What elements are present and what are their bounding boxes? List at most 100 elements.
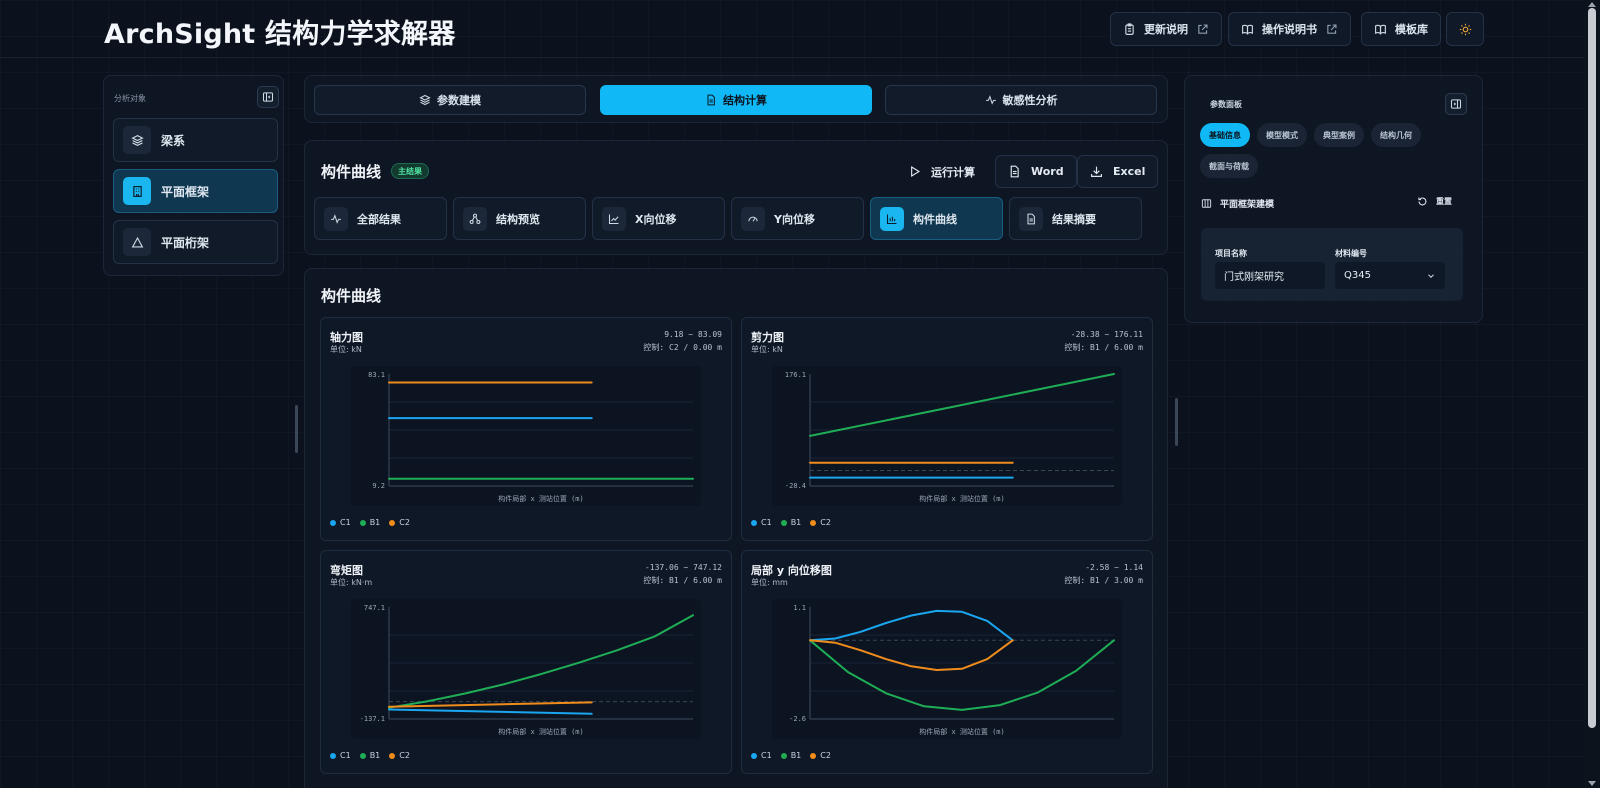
layers-icon [419,94,431,106]
chart-range: 9.18 ~ 83.09 [664,330,722,339]
chart-plot-area: 747.1 -137.1 构件局部 x 测站位置 (m) [351,599,701,739]
results-panel: 构件曲线 主结果 运行计算 Word Excel 全部结果 结构预览 X向位移 … [304,140,1168,255]
sidebar-item-beam[interactable]: 梁系 [113,118,278,162]
local-y-displacement-chart-card: 局部 y 向位移图 单位: mm -2.58 ~ 1.14 控制: B1 / 3.00… [741,550,1153,774]
template-library-button[interactable]: 模板库 [1361,12,1441,46]
chart-unit: 单位: mm [751,578,788,587]
export-word-button[interactable]: Word [995,155,1077,188]
legend-item-c1: C1 [751,518,772,527]
chart-plot-area: 83.1 9.2 构件局部 x 测站位置 (m) [351,366,701,506]
y-tick-label-max: 747.1 [364,604,385,612]
page-scrollbar[interactable] [1584,0,1600,788]
legend-item-c1: C1 [330,518,351,527]
manual-button[interactable]: 操作说明书 [1228,12,1351,46]
chart-range: -137.06 ~ 747.12 [644,563,722,572]
chart-control: 控制: B1 / 3.00 m [1064,576,1143,585]
tab-parametric-modeling[interactable]: 参数建模 [314,85,586,115]
pill-typical-cases[interactable]: 典型案例 [1314,123,1364,147]
bar-chart-icon [880,206,904,231]
subtab-all-results[interactable]: 全部结果 [314,197,447,240]
document-icon [707,94,715,106]
subtab-structure-preview[interactable]: 结构预览 [453,197,586,240]
chart-svg: 83.1 9.2 构件局部 x 测站位置 (m) [368,371,694,503]
scrollbar-thumb[interactable] [1588,8,1596,728]
project-name-label: 项目名称 [1215,249,1247,258]
legend-dot [751,752,757,759]
y-tick-label-max: 1.1 [793,604,806,612]
x-axis-label: 构件局部 x 测站位置 (m) [919,494,1005,503]
reset-button[interactable]: 重置 [1417,196,1452,207]
frame-modeling-section-title: 平面框架建模 [1201,197,1274,210]
activity-icon [324,206,348,231]
subtab-y-displacement[interactable]: Y向位移 [731,197,864,240]
reset-icon [1418,197,1427,206]
series-line-c2 [388,701,593,708]
axial-force-chart-card: 轴力图 单位: kN 9.18 ~ 83.09 控制: C2 / 0.00 m 83.1… [320,317,732,541]
sidebar-item-plane-truss[interactable]: 平面桁架 [113,220,278,264]
collapse-parameter-panel-button[interactable] [1445,93,1467,115]
y-tick-label-min: -2.6 [789,715,806,723]
member-curves-panel: 构件曲线 轴力图 单位: kN 9.18 ~ 83.09 控制: C2 / 0.00 … [304,268,1168,788]
export-excel-button[interactable]: Excel [1077,155,1159,188]
chart-control: 控制: B1 / 6.00 m [1064,343,1143,352]
y-tick-label-min: 9.2 [372,482,385,490]
tab-label: 结构计算 [723,94,767,107]
legend-dot [780,752,787,759]
section-title-label: 平面框架建模 [1220,200,1275,210]
legend-dot [389,519,396,526]
collapse-sidebar-button[interactable] [257,86,279,108]
y-tick-label-max: 176.1 [785,371,806,379]
pill-basic-info[interactable]: 基础信息 [1200,123,1250,147]
app-title: ArchSight 结构力学求解器 [104,19,456,50]
primary-result-badge: 主结果 [391,163,429,179]
app-header: ArchSight 结构力学求解器 更新说明 操作说明书 模板库 [0,0,1584,58]
legend-dot [330,519,336,526]
bending-moment-chart-card: 弯矩图 单位: kN·m -137.06 ~ 747.12 控制: B1 / 6.00… [320,550,732,774]
changelog-button[interactable]: 更新说明 [1110,12,1222,46]
pill-structural-geometry[interactable]: 结构几何 [1371,123,1421,147]
chart-range: -28.38 ~ 176.11 [1070,330,1143,339]
subtab-x-displacement[interactable]: X向位移 [592,197,725,240]
material-code-label: 材料编号 [1335,249,1367,258]
left-resize-handle[interactable] [295,405,298,453]
chart-title: 剪力图 [751,331,784,344]
series-line-b1 [388,614,694,709]
pill-section-load[interactable]: 截面与荷载 [1200,154,1258,178]
scroll-down-arrow-icon[interactable] [1588,781,1596,786]
legend-item-c2: C2 [389,751,410,760]
x-axis-label: 构件局部 x 测站位置 (m) [498,727,584,736]
sidebar-heading: 分析对象 [114,94,146,103]
subtab-member-curves[interactable]: 构件曲线 [870,197,1003,240]
material-code-value: Q345 [1344,270,1371,281]
chart-title: 局部 y 向位移图 [751,564,832,577]
material-code-select[interactable]: Q345 [1335,262,1445,289]
theme-toggle-button[interactable] [1446,12,1484,46]
project-name-input[interactable]: 门式刚架研究 [1215,262,1325,289]
main-tab-bar: 参数建模 结构计算 敏感性分析 [304,75,1168,123]
legend-dot [359,752,366,759]
line-chart-icon [602,206,626,231]
tab-structural-calculation[interactable]: 结构计算 [600,85,872,115]
subtab-label: X向位移 [635,212,677,226]
y-tick-label-min: -137.1 [360,715,385,723]
subtab-result-summary[interactable]: 结果摘要 [1009,197,1142,240]
parameter-panel: 参数面板 基础信息 模型模式 典型案例 结构几何 截面与荷载 平面框架建模 重置… [1184,75,1483,323]
pill-model-mode[interactable]: 模型模式 [1257,123,1307,147]
chart-control: 控制: C2 / 0.00 m [643,343,722,352]
tab-sensitivity-analysis[interactable]: 敏感性分析 [885,85,1157,115]
legend-item-b1: B1 [359,751,381,760]
legend-label: B1 [790,751,802,760]
legend-dot [810,752,817,759]
legend-dot [780,519,787,526]
series-line-c2 [809,639,1014,671]
legend-item-b1: B1 [780,518,801,527]
results-title: 构件曲线 [321,163,382,181]
sidebar-item-plane-frame[interactable]: 平面框架 [113,169,278,213]
right-resize-handle[interactable] [1175,398,1178,446]
legend-label: B1 [369,751,381,760]
scroll-up-arrow-icon[interactable] [1588,2,1596,7]
legend-dot [330,752,336,759]
chart-title: 轴力图 [330,331,363,344]
changelog-label: 更新说明 [1144,23,1188,36]
run-calculation-button[interactable]: 运行计算 [895,155,988,188]
